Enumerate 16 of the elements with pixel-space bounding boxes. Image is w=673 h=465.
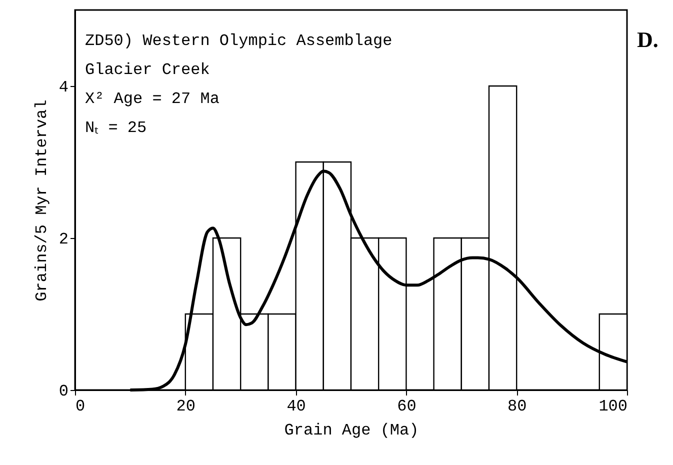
x-tick-label: 40: [286, 398, 306, 416]
x-tick-label: 20: [176, 398, 196, 416]
x-tick-label: 60: [397, 398, 416, 416]
x-axis-title: Grain Age (Ma): [284, 422, 419, 440]
annotation: Glacier Creek: [85, 61, 210, 79]
x-tick-label: 0: [76, 398, 86, 416]
x-tick-label: 100: [598, 398, 628, 416]
text: D.: [637, 27, 658, 52]
annotation: ZD50) Western Olympic Assemblage: [85, 32, 392, 50]
y-tick-label: 0: [58, 382, 68, 400]
y-tick-label: 4: [58, 78, 68, 96]
y-tick-label: 2: [58, 230, 68, 248]
x-tick-label: 80: [508, 398, 527, 416]
annotation: Nₜ = 25: [85, 119, 147, 137]
annotation: X² Age = 27 Ma: [85, 90, 220, 108]
y-axis-title: Grains/5 Myr Interval: [32, 100, 51, 302]
